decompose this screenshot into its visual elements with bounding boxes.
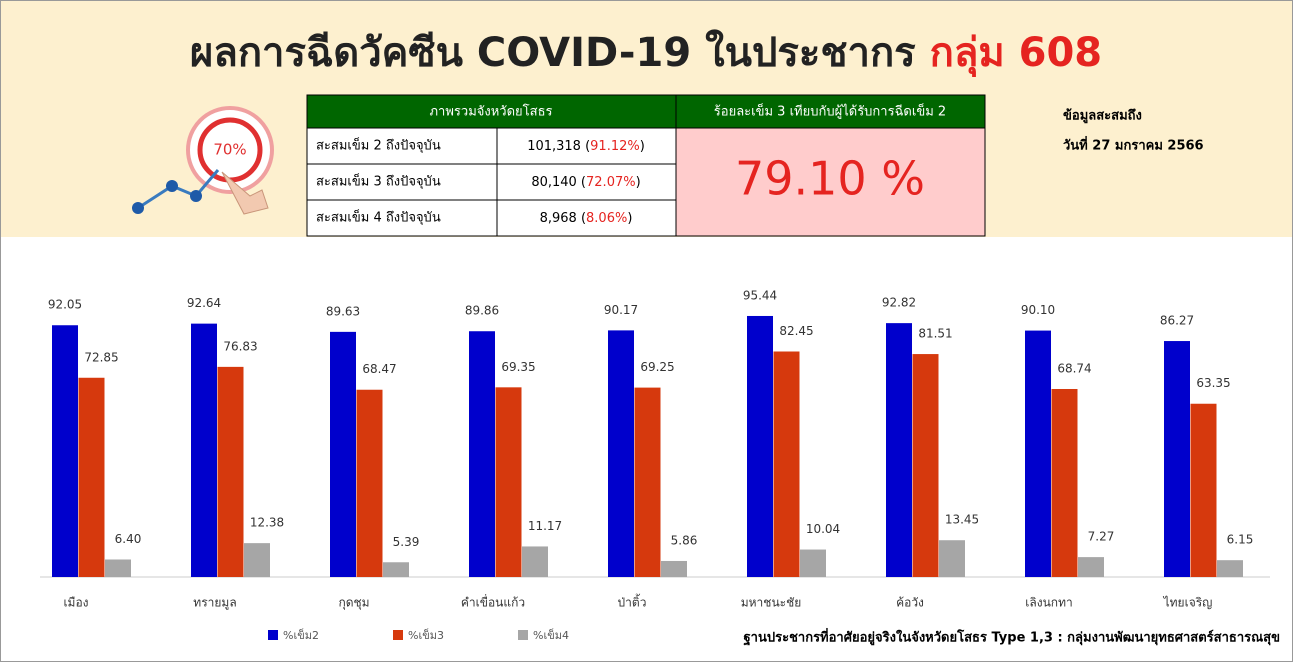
legend-swatch (518, 630, 528, 640)
bar (1078, 557, 1104, 577)
data-label: 68.47 (362, 362, 396, 376)
row-value: 8,968 (8.06%) (540, 211, 633, 226)
row-value: 80,140 (72.07%) (531, 175, 640, 190)
summary-table: ภาพรวมจังหวัดยโสธร ร้อยละเข็ม 3 เทียบกับ… (307, 95, 985, 236)
footnote: ฐานประชากรที่อาศัยอยู่จริงในจังหวัดยโสธร… (744, 628, 1281, 647)
x-tick-label: ป่าติ้ว (618, 594, 647, 610)
table-header: ภาพรวมจังหวัดยโสธร (429, 104, 552, 120)
bar (939, 540, 965, 577)
x-tick-label: เมือง (63, 596, 88, 610)
data-label: 92.64 (187, 296, 221, 310)
data-label: 90.10 (1021, 303, 1055, 317)
infographic: ผลการฉีดวัคซีน COVID-19 ในประชากร กลุ่ม … (0, 0, 1293, 662)
data-label: 92.82 (882, 296, 916, 310)
data-label: 13.45 (945, 513, 979, 527)
bar (747, 316, 773, 577)
row-percent: 91.12% (590, 139, 640, 154)
bar (1164, 341, 1190, 577)
x-tick-label: ค้อวัง (896, 596, 924, 610)
data-label: 82.45 (779, 324, 813, 338)
data-label: 63.35 (1196, 376, 1230, 390)
row-count: 101,318 ( (527, 139, 590, 154)
bar (469, 331, 495, 577)
bar (79, 378, 105, 577)
row-label: สะสมเข็ม 2 ถึงปัจจุบัน (316, 136, 441, 154)
data-label: 6.40 (115, 532, 142, 546)
bar (774, 351, 800, 577)
bar (522, 546, 548, 577)
bar (800, 550, 826, 577)
bar (913, 354, 939, 577)
data-label: 95.44 (743, 288, 777, 302)
row-close: ) (640, 139, 645, 154)
title: ผลการฉีดวัคซีน COVID-19 ในประชากร กลุ่ม … (190, 29, 1102, 78)
data-label: 11.17 (528, 519, 562, 533)
x-tick-label: ไทยเจริญ (1163, 596, 1213, 610)
row-count: 8,968 ( (540, 211, 586, 226)
data-label: 69.25 (640, 360, 674, 374)
data-label: 86.27 (1160, 314, 1194, 328)
icon-dot (190, 190, 202, 202)
row-percent: 72.07% (586, 175, 636, 190)
title-highlight: กลุ่ม 608 (930, 30, 1103, 78)
x-tick-label: ทรายมูล (193, 596, 236, 611)
bar (330, 332, 356, 577)
bar (383, 562, 409, 577)
bar (886, 323, 912, 577)
date-line: วันที่ 27 มกราคม 2566 (1063, 136, 1204, 154)
data-label: 68.74 (1057, 361, 1091, 375)
bar (105, 559, 131, 577)
ratio-value: 79.10 % (735, 152, 925, 206)
data-label: 10.04 (806, 522, 840, 536)
bar (1025, 331, 1051, 577)
data-label: 6.15 (1227, 533, 1254, 547)
bar (496, 387, 522, 577)
bar (218, 367, 244, 577)
row-count: 80,140 ( (531, 175, 586, 190)
icon-label: 70% (213, 141, 246, 159)
legend-label: %เข็ม3 (408, 628, 444, 642)
legend-label: %เข็ม4 (533, 628, 569, 642)
ratio-header: ร้อยละเข็ม 3 เทียบกับผู้ได้รับการฉีดเข็ม… (714, 102, 946, 120)
bar (52, 325, 78, 577)
data-label: 72.85 (84, 350, 118, 364)
data-label: 76.83 (223, 339, 257, 353)
row-percent: 8.06% (586, 211, 627, 226)
data-label: 89.63 (326, 304, 360, 318)
data-label: 12.38 (250, 516, 284, 530)
legend-label: %เข็ม2 (283, 628, 319, 642)
x-tick-label: กุดชุม (338, 596, 369, 611)
icon-dot (132, 202, 144, 214)
date-line: ข้อมูลสะสมถึง (1063, 108, 1142, 124)
x-tick-label: มหาชนะชัย (741, 596, 802, 610)
data-label: 69.35 (501, 360, 535, 374)
bar (1191, 404, 1217, 577)
legend-swatch (268, 630, 278, 640)
data-label: 5.86 (671, 533, 698, 547)
bar (608, 330, 634, 577)
bar (357, 390, 383, 577)
bar (1052, 389, 1078, 577)
data-label: 90.17 (604, 303, 638, 317)
row-close: ) (636, 175, 641, 190)
x-tick-label: คำเขื่อนแก้ว (461, 594, 525, 610)
bar (1217, 560, 1243, 577)
legend-swatch (393, 630, 403, 640)
data-label: 81.51 (918, 327, 952, 341)
x-tick-label: เลิงนกทา (1025, 596, 1072, 610)
data-label: 5.39 (393, 535, 420, 549)
data-label: 92.05 (48, 298, 82, 312)
icon-dot (166, 180, 178, 192)
title-main: ผลการฉีดวัคซีน COVID-19 ในประชากร (190, 29, 930, 76)
data-label: 7.27 (1088, 530, 1115, 544)
row-close: ) (627, 211, 632, 226)
data-label: 89.86 (465, 304, 499, 318)
bar (635, 388, 661, 577)
bar (191, 324, 217, 577)
bar (661, 561, 687, 577)
row-label: สะสมเข็ม 3 ถึงปัจจุบัน (316, 172, 441, 190)
row-label: สะสมเข็ม 4 ถึงปัจจุบัน (316, 208, 441, 226)
row-value: 101,318 (91.12%) (527, 139, 645, 154)
bar (244, 543, 270, 577)
